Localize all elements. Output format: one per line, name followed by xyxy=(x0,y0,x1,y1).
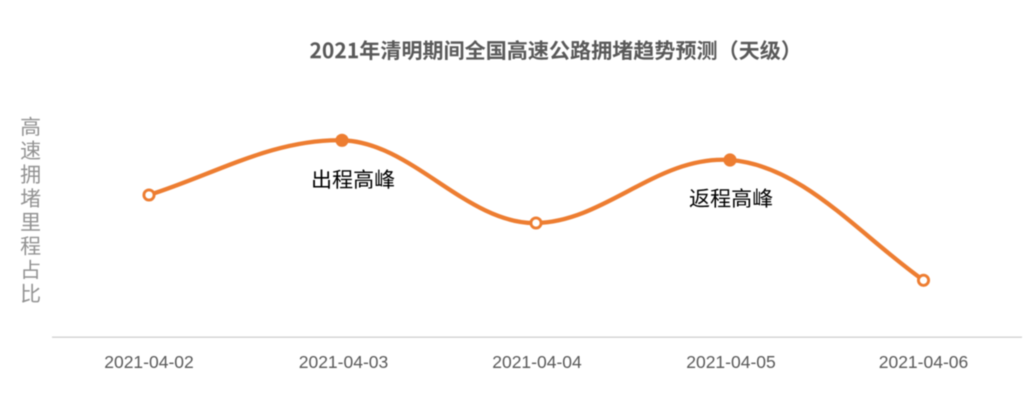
svg-text:2021-04-06: 2021-04-06 xyxy=(879,352,969,372)
svg-text:2021-04-04: 2021-04-04 xyxy=(492,352,582,372)
svg-text:2021-04-02: 2021-04-02 xyxy=(104,352,194,372)
svg-text:2021-04-03: 2021-04-03 xyxy=(299,352,389,372)
svg-text:2021-04-05: 2021-04-05 xyxy=(686,352,776,372)
